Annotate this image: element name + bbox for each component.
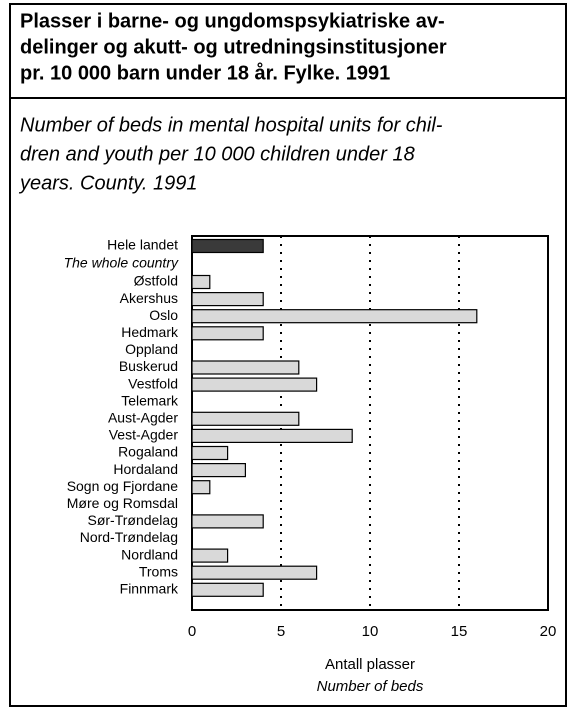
y-tick-label: Telemark <box>121 392 179 408</box>
bar <box>191 582 264 597</box>
y-tick-label: Finnmark <box>120 581 179 597</box>
x-tick-label: 5 <box>277 623 285 640</box>
y-tick-label: Nordland <box>121 546 178 562</box>
bar <box>191 548 229 563</box>
y-tick-label: Vest-Agder <box>109 427 179 443</box>
bar <box>191 514 264 529</box>
y-tick-label: Akershus <box>120 290 178 306</box>
chart-subtitle: Number of beds in mental hospital units … <box>20 114 443 136</box>
chart-title: delinger og akutt- og utredningsinstitus… <box>20 36 447 58</box>
frame <box>9 3 567 707</box>
bar <box>191 445 229 461</box>
bar <box>191 309 478 324</box>
bar <box>191 463 247 478</box>
bar <box>191 238 264 254</box>
bar <box>191 480 211 495</box>
x-axis-label-en: Number of beds <box>317 678 424 695</box>
x-axis-label: Antall plasser <box>325 656 415 673</box>
y-tick-label: Sør-Trøndelag <box>87 512 178 528</box>
category-translation: The whole country <box>64 255 179 271</box>
bar <box>191 292 264 307</box>
x-tick-label: 0 <box>188 623 196 640</box>
y-tick-label: Troms <box>139 563 178 579</box>
bar <box>191 428 353 443</box>
y-tick-label: Rogaland <box>118 444 178 460</box>
chart-subtitle: dren and youth per 10 000 children under… <box>20 143 415 165</box>
y-tick-label: Oppland <box>125 341 178 357</box>
y-tick-label: Aust-Agder <box>108 410 178 426</box>
y-tick-label: Oslo <box>149 307 178 323</box>
y-tick-label: Møre og Romsdal <box>67 495 178 511</box>
y-tick-label: Hele landet <box>107 237 178 253</box>
chart-subtitle: years. County. 1991 <box>18 172 198 194</box>
x-tick-label: 15 <box>451 623 468 640</box>
y-tick-label: Vestfold <box>128 375 178 391</box>
chart-title: Plasser i barne- og ungdomspsykiatriske … <box>20 10 445 32</box>
bar <box>191 326 264 341</box>
bar <box>191 565 318 580</box>
bar <box>191 377 318 392</box>
y-tick-label: Nord-Trøndelag <box>80 529 178 545</box>
y-tick-label: Buskerud <box>119 358 178 374</box>
bar <box>191 411 300 426</box>
y-tick-label: Hordaland <box>113 461 178 477</box>
chart-title: pr. 10 000 barn under 18 år. Fylke. 1991 <box>20 61 390 84</box>
y-tick-label: Sogn og Fjordane <box>67 478 179 494</box>
y-tick-label: Østfold <box>134 273 178 289</box>
x-tick-label: 10 <box>362 623 379 640</box>
x-tick-label: 20 <box>540 623 557 640</box>
bar <box>191 360 300 375</box>
bar <box>191 274 211 290</box>
y-tick-label: Hedmark <box>121 324 179 340</box>
